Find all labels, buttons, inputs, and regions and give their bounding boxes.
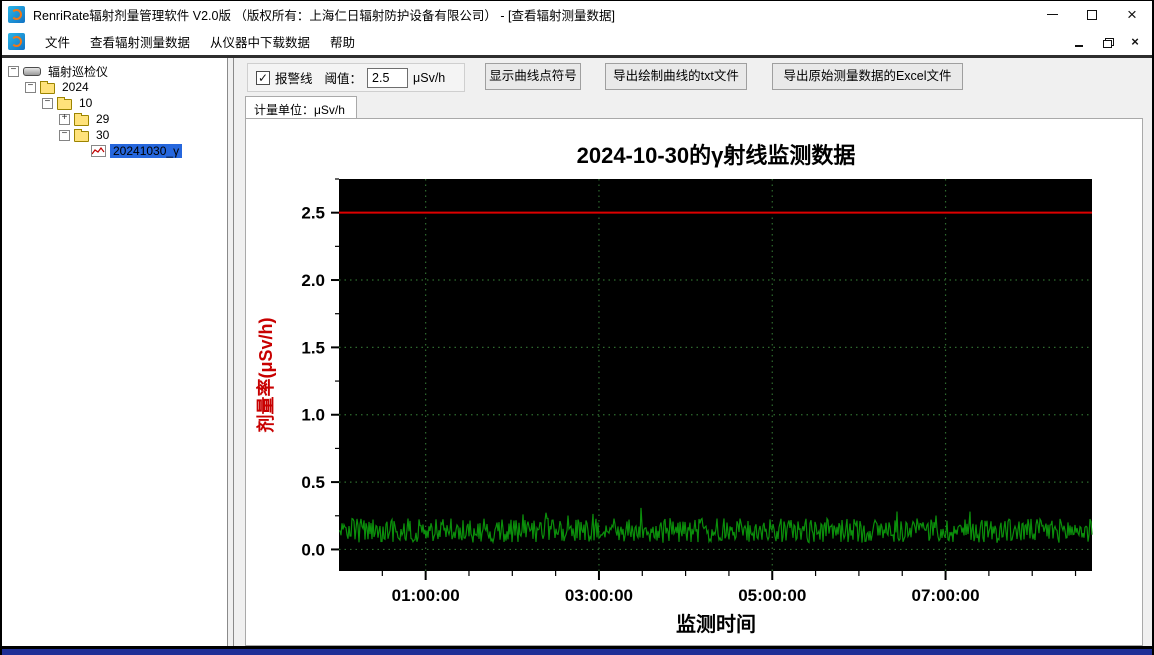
menu-item-1[interactable]: 查看辐射测量数据 (90, 36, 191, 50)
axis-tick-labels: 0.0 0.5 1.0 1.5 2.0 2.5 01:00:00 03:00:00 05:00:… (301, 204, 979, 605)
tree-node-label: 2024 (62, 80, 89, 94)
folder-icon (57, 97, 72, 110)
device-tree-panel: − 辐射巡检仪 −2024−10 +29−30 20241030_γ (2, 58, 227, 646)
collapse-icon[interactable]: − (8, 65, 19, 77)
radiation-chart: 2024-10-30的γ射线监测数据 0.0 0.5 1.0 1.5 2.0 2.5 01:… (255, 143, 1093, 636)
tab-strip: 计量单位：μSv/h (245, 96, 1143, 118)
window-bottom-border (2, 646, 1152, 649)
svg-text:03:00:00: 03:00:00 (565, 586, 633, 605)
taskbar-strip (2, 649, 1152, 655)
window-title: RenriRate辐射剂量管理软件 V2.0版 （版权所有：上海仁日辐射防护设备… (33, 9, 615, 23)
tab-measure-unit[interactable]: 计量单位：μSv/h (245, 96, 357, 118)
folder-icon (74, 129, 89, 142)
collapse-icon[interactable]: − (42, 97, 53, 109)
maximize-button[interactable] (1072, 1, 1112, 28)
menu-separator (2, 55, 1152, 58)
collapse-icon[interactable]: − (25, 81, 36, 93)
alarm-line-label: 报警线 (275, 72, 313, 86)
svg-text:05:00:00: 05:00:00 (738, 586, 806, 605)
mdi-restore-button[interactable] (1096, 32, 1118, 52)
expand-icon[interactable]: + (59, 113, 70, 125)
tree-node-29[interactable]: +29 (2, 111, 227, 127)
export-txt-button[interactable]: 导出绘制曲线的txt文件 (605, 63, 747, 90)
tree-node-label: 29 (96, 112, 110, 126)
title-bar: RenriRate辐射剂量管理软件 V2.0版 （版权所有：上海仁日辐射防护设备… (2, 1, 1152, 28)
svg-text:1.0: 1.0 (301, 406, 325, 425)
minimize-button[interactable] (1032, 1, 1072, 28)
menu-item-3[interactable]: 帮助 (330, 36, 356, 50)
folder-icon (74, 113, 89, 126)
tree-node-label: 30 (96, 128, 110, 142)
panel-splitter[interactable] (227, 58, 234, 646)
maximize-icon (1087, 9, 1097, 20)
menu-item-2[interactable]: 从仪器中下载数据 (210, 36, 311, 50)
close-button[interactable]: × (1127, 4, 1137, 24)
menu-items: 文件 查看辐射测量数据 从仪器中下载数据 帮助 (35, 28, 365, 55)
chart-panel: 2024-10-30的γ射线监测数据 0.0 0.5 1.0 1.5 2.0 2.5 01:… (245, 118, 1143, 646)
svg-text:2.0: 2.0 (301, 271, 325, 290)
y-axis-title: 剂量率(μSv/h) (255, 317, 276, 432)
mdi-close-button[interactable]: × (1131, 34, 1139, 49)
threshold-label: 阈值： (324, 72, 363, 86)
main-panel: ✓ 报警线 阈值： μSv/h 显示曲线点符号 导出绘制曲线的txt文件 导出原… (234, 58, 1152, 646)
svg-text:0.0: 0.0 (301, 540, 325, 559)
mdi-minimize-icon (1075, 44, 1083, 47)
data-series (338, 507, 1093, 545)
plot-area (339, 179, 1092, 571)
x-axis-title: 监测时间 (676, 613, 756, 636)
tree-node-20241030_γ[interactable]: 20241030_γ (2, 143, 227, 159)
show-curve-points-button[interactable]: 显示曲线点符号 (485, 63, 581, 90)
folder-icon (40, 81, 55, 94)
svg-text:2.5: 2.5 (301, 204, 325, 223)
axis-ticks (331, 178, 1077, 580)
chart-title: 2024-10-30的γ射线监测数据 (577, 143, 856, 168)
tree-node-2024[interactable]: − 2024 (2, 79, 227, 95)
collapse-icon[interactable]: − (59, 129, 70, 141)
svg-text:0.5: 0.5 (301, 473, 325, 492)
tree-node-label: 10 (79, 96, 93, 110)
grid-lines (339, 179, 1092, 571)
menu-bar: 文件 查看辐射测量数据 从仪器中下载数据 帮助 × (2, 28, 1152, 55)
svg-text:1.5: 1.5 (301, 338, 325, 357)
tree-spacer (76, 146, 87, 157)
alarm-settings-group: ✓ 报警线 阈值： μSv/h (247, 63, 465, 92)
mdi-restore-icon (1102, 37, 1114, 48)
threshold-input[interactable] (367, 67, 409, 88)
export-excel-button[interactable]: 导出原始测量数据的Excel文件 (772, 63, 963, 90)
mdi-minimize-button[interactable] (1068, 32, 1090, 52)
app-icon (8, 6, 25, 23)
tree-node-30[interactable]: − 30 (2, 127, 227, 143)
tree-node-辐射巡检仪[interactable]: − 辐射巡检仪 (2, 63, 227, 79)
tree-node-10[interactable]: − 10 (2, 95, 227, 111)
tree-node-label: 20241030_γ (110, 144, 183, 158)
chart-file-icon (91, 145, 106, 157)
device-icon (23, 66, 41, 76)
minimize-icon (1046, 14, 1058, 15)
svg-text:07:00:00: 07:00:00 (912, 586, 980, 605)
svg-text:01:00:00: 01:00:00 (392, 586, 460, 605)
tree-node-label: 辐射巡检仪 (48, 64, 109, 79)
threshold-unit-label: μSv/h (413, 70, 446, 85)
mdi-app-icon (8, 33, 25, 50)
alarm-line-checkbox[interactable]: ✓ (256, 70, 270, 85)
menu-item-0[interactable]: 文件 (45, 36, 71, 50)
